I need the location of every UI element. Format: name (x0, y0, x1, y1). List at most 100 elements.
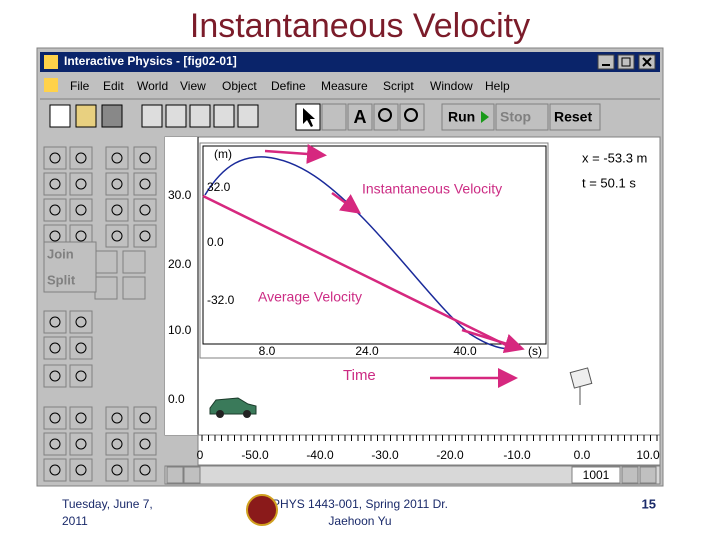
menu-item[interactable]: Define (271, 79, 306, 93)
horizontal-ruler-label: 10.0 (636, 448, 660, 462)
frame-start[interactable] (166, 466, 184, 484)
save-button[interactable] (101, 104, 123, 128)
tool[interactable] (94, 250, 118, 274)
tool[interactable] (105, 224, 129, 248)
car (209, 397, 257, 418)
tool[interactable] (69, 364, 93, 388)
maximize[interactable] (617, 54, 635, 70)
menu-item[interactable]: Object (222, 79, 257, 93)
minimize[interactable] (597, 54, 615, 70)
tool[interactable] (43, 458, 67, 482)
menu-item[interactable]: Measure (321, 79, 368, 93)
reset-button[interactable] (549, 103, 601, 131)
menu-item[interactable]: Window (430, 79, 473, 93)
tool[interactable] (122, 250, 146, 274)
tool[interactable] (105, 432, 129, 456)
tool[interactable] (43, 310, 67, 334)
tool[interactable] (43, 198, 67, 222)
tool[interactable] (133, 224, 157, 248)
tool-icon (111, 178, 123, 190)
plot-area (202, 145, 547, 345)
rotate-tool[interactable] (321, 103, 347, 131)
tool[interactable] (43, 364, 67, 388)
app-icon (44, 55, 58, 69)
text-tool[interactable] (347, 103, 373, 131)
menu-item[interactable]: Help (485, 79, 510, 93)
menu-item[interactable]: View (180, 79, 206, 93)
tool-icon (75, 342, 87, 354)
tool[interactable] (43, 406, 67, 430)
tool[interactable] (69, 198, 93, 222)
footer-course: Jaehoon Yu (328, 514, 391, 528)
copy-button[interactable] (165, 104, 187, 128)
tool[interactable] (43, 146, 67, 170)
menu-item[interactable]: File (70, 79, 90, 93)
menu-item[interactable]: Script (383, 79, 414, 93)
tool[interactable] (105, 172, 129, 196)
frame-end[interactable] (639, 466, 657, 484)
tool[interactable] (105, 458, 129, 482)
tool-icon (75, 412, 87, 424)
paste-button[interactable] (189, 104, 211, 128)
tool[interactable] (43, 432, 67, 456)
zoom-in[interactable] (373, 103, 399, 131)
graph-x-label: 40.0 (453, 344, 477, 358)
cut-button[interactable] (141, 104, 163, 128)
tool-icon (139, 464, 151, 476)
tool[interactable] (43, 172, 67, 196)
tool-icon (49, 230, 61, 242)
tool[interactable] (133, 406, 157, 430)
title-bar (40, 52, 660, 72)
footer-date: Tuesday, June 7, (62, 497, 153, 511)
vertical-ruler-label: 0.0 (168, 392, 185, 406)
graph-y-label: -32.0 (207, 293, 235, 307)
time-label: Time (343, 367, 376, 384)
tool[interactable] (133, 146, 157, 170)
tool[interactable] (69, 458, 93, 482)
position-curve (204, 156, 513, 350)
average-label: Average Velocity (258, 289, 362, 305)
stop-label: Stop (500, 109, 531, 125)
open-button[interactable] (75, 104, 97, 128)
tool-icon (75, 204, 87, 216)
frame-back[interactable] (183, 466, 201, 484)
tool-icon (75, 370, 87, 382)
tool-icon (75, 230, 87, 242)
tool[interactable] (69, 172, 93, 196)
tool[interactable] (133, 458, 157, 482)
tool[interactable] (69, 146, 93, 170)
info-button[interactable] (213, 104, 235, 128)
graph-x-unit: (s) (528, 344, 542, 358)
tool[interactable] (105, 146, 129, 170)
toolbar: A (49, 103, 601, 131)
tool[interactable] (105, 198, 129, 222)
tool-icon (111, 152, 123, 164)
tool[interactable] (122, 276, 146, 300)
menu-item[interactable]: Edit (103, 79, 124, 93)
tool-icon (139, 204, 151, 216)
stop-button[interactable] (495, 103, 549, 131)
menu-item[interactable]: World (137, 79, 168, 93)
tool[interactable] (94, 276, 118, 300)
tool[interactable] (69, 336, 93, 360)
tool[interactable] (133, 432, 157, 456)
tool[interactable] (43, 336, 67, 360)
tool-icon (139, 438, 151, 450)
zoom-out[interactable] (399, 103, 425, 131)
horizontal-ruler-label: -10.0 (503, 448, 531, 462)
tool[interactable] (69, 432, 93, 456)
tool[interactable] (133, 198, 157, 222)
tool[interactable] (69, 406, 93, 430)
split-button[interactable]: Split (47, 272, 76, 287)
help-button[interactable] (237, 104, 259, 128)
graph-x-label: 8.0 (259, 344, 276, 358)
join-button[interactable]: Join (47, 246, 74, 261)
tool[interactable] (69, 310, 93, 334)
tool[interactable] (105, 406, 129, 430)
tool[interactable] (133, 172, 157, 196)
tool-icon (49, 178, 61, 190)
frame-forward[interactable] (621, 466, 639, 484)
new-button[interactable] (49, 104, 71, 128)
